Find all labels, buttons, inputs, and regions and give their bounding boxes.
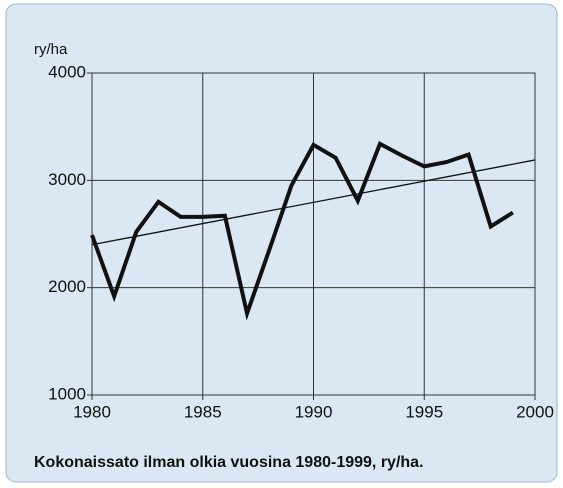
y-axis-label: ry/ha bbox=[34, 41, 68, 58]
y-tick-label: 4000 bbox=[48, 62, 86, 81]
x-tick-label: 1980 bbox=[73, 402, 111, 421]
caption: Kokonaissato ilman olkia vuosina 1980-19… bbox=[34, 454, 424, 471]
trend-line bbox=[91, 159, 536, 246]
x-tick-label: 1995 bbox=[405, 402, 443, 421]
y-tick-label: 3000 bbox=[48, 170, 86, 189]
x-tick-label: 1985 bbox=[184, 402, 222, 421]
y-tick-label: 2000 bbox=[48, 277, 86, 296]
x-tick-label: 2000 bbox=[516, 402, 554, 421]
background bbox=[5, 3, 558, 483]
data-line bbox=[90, 141, 514, 321]
x-tick-label: 1990 bbox=[295, 402, 333, 421]
y-tick-label: 1000 bbox=[48, 384, 86, 403]
